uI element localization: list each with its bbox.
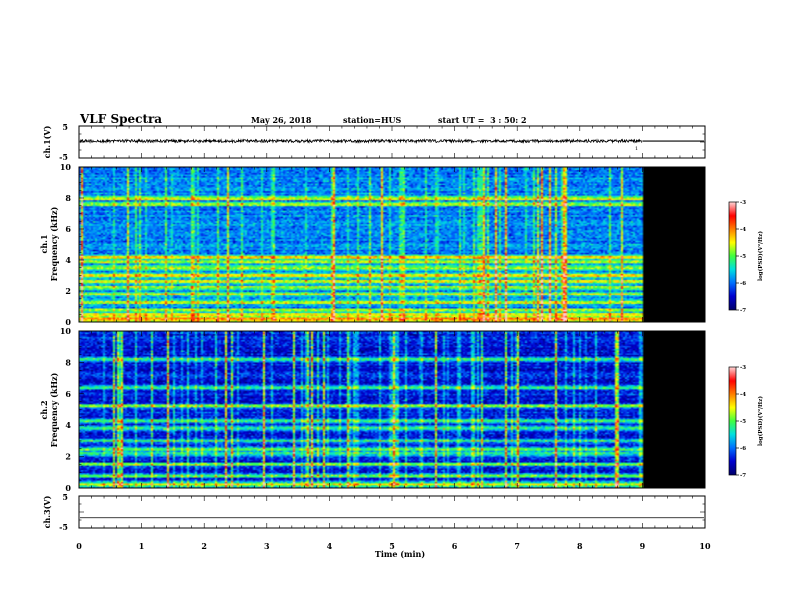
colorbar-tick-label: -7 xyxy=(740,473,746,479)
y-tick-label: 10 xyxy=(60,326,72,336)
colorbar-tick-label: -4 xyxy=(740,227,746,233)
ch1-waveform-ylabel: ch.1(V) xyxy=(42,125,52,158)
ch1-waveform-panel: ch.1(V) 5 -5 1 xyxy=(42,122,706,162)
y-tick-label: 0 xyxy=(65,317,71,327)
ch1-spectrogram-image xyxy=(79,167,705,322)
colorbar-tick-label: -6 xyxy=(740,446,746,452)
date-label: May 26, 2018 xyxy=(251,115,312,125)
x-tick-label: 7 xyxy=(514,541,520,551)
ch2-spectrogram-panel: ch.2 Frequency (kHz) xyxy=(39,330,706,489)
ch1-waveform-trace xyxy=(79,138,643,144)
y-tick-label: 4 xyxy=(65,420,71,430)
ch2-colorbar: log(PSD)(V²/Hz) xyxy=(728,366,764,476)
ch1-colorbar-image xyxy=(729,202,736,310)
colorbar-tick-label: -4 xyxy=(740,392,746,398)
x-tick-label: 4 xyxy=(327,541,333,551)
ch1-colorbar: log(PSD)(V²/Hz) xyxy=(728,201,764,311)
y-tick-label: 4 xyxy=(65,255,71,265)
colorbar-tick-label: -6 xyxy=(740,281,746,287)
colorbar-tick-label: -7 xyxy=(740,308,746,314)
ch2-spectrogram-ylabel-channel: ch.2 xyxy=(39,400,49,419)
ch2-spectrogram-image xyxy=(79,331,705,488)
y-tick-label: 2 xyxy=(65,452,71,462)
colorbar-tick-label: -3 xyxy=(740,365,746,371)
x-tick-label: 6 xyxy=(452,541,458,551)
y-tick-label: 0 xyxy=(65,483,71,493)
ch1-spectrogram-ylabel: Frequency (kHz) xyxy=(49,206,59,281)
x-tick-label: 8 xyxy=(577,541,583,551)
generated-marks: -3-4-5-6-7-3-4-5-6-70 1 2 3 4 5 6 7 8 9 1002468100… xyxy=(60,125,746,551)
x-tick-label: 0 xyxy=(76,541,82,551)
ch2-colorbar-label: log(PSD)(V²/Hz) xyxy=(757,396,764,446)
colorbar-tick-label: -5 xyxy=(740,254,746,260)
ch1-spectrogram-ylabel-channel: ch.1 xyxy=(39,234,49,253)
ch3-ytick-bottom: -5 xyxy=(59,522,68,532)
y-tick-label: 6 xyxy=(65,389,71,399)
x-tick-label: 3 xyxy=(264,541,270,551)
start-time-label: start UT = 3 : 50: 2 xyxy=(438,115,527,125)
y-tick-label: 8 xyxy=(65,193,71,203)
station-label: station=HUS xyxy=(343,115,402,125)
x-tick-label: 2 xyxy=(201,541,207,551)
ch1-spectrogram-panel: ch.1 Frequency (kHz) xyxy=(39,166,706,323)
y-tick-label: 10 xyxy=(60,162,72,172)
x-tick-label: 9 xyxy=(640,541,646,551)
ch2-spectrogram-ylabel: Frequency (kHz) xyxy=(49,372,59,447)
colorbar-tick-label: -5 xyxy=(740,419,746,425)
y-tick-label: 2 xyxy=(65,286,71,296)
ch2-colorbar-image xyxy=(729,367,736,475)
x-tick-label: 10 xyxy=(699,541,711,551)
x-tick-label: 1 xyxy=(139,541,145,551)
ch1-marker-label: 1 xyxy=(635,146,638,152)
colorbar-tick-label: -3 xyxy=(740,200,746,206)
y-tick-label: 8 xyxy=(65,357,71,367)
ch1-ytick-bottom: -5 xyxy=(59,152,68,162)
ch3-ytick-top: 5 xyxy=(62,492,68,502)
x-axis-label: Time (min) xyxy=(375,549,425,559)
ch1-waveform-frame xyxy=(78,125,706,159)
x-tick-label: 5 xyxy=(389,541,395,551)
ch3-waveform-ylabel: ch.3(V) xyxy=(42,495,52,528)
ch1-colorbar-label: log(PSD)(V²/Hz) xyxy=(757,231,764,281)
ch1-ytick-top: 5 xyxy=(62,122,68,132)
plot-title: VLF Spectra xyxy=(79,112,162,126)
y-tick-label: 6 xyxy=(65,224,71,234)
